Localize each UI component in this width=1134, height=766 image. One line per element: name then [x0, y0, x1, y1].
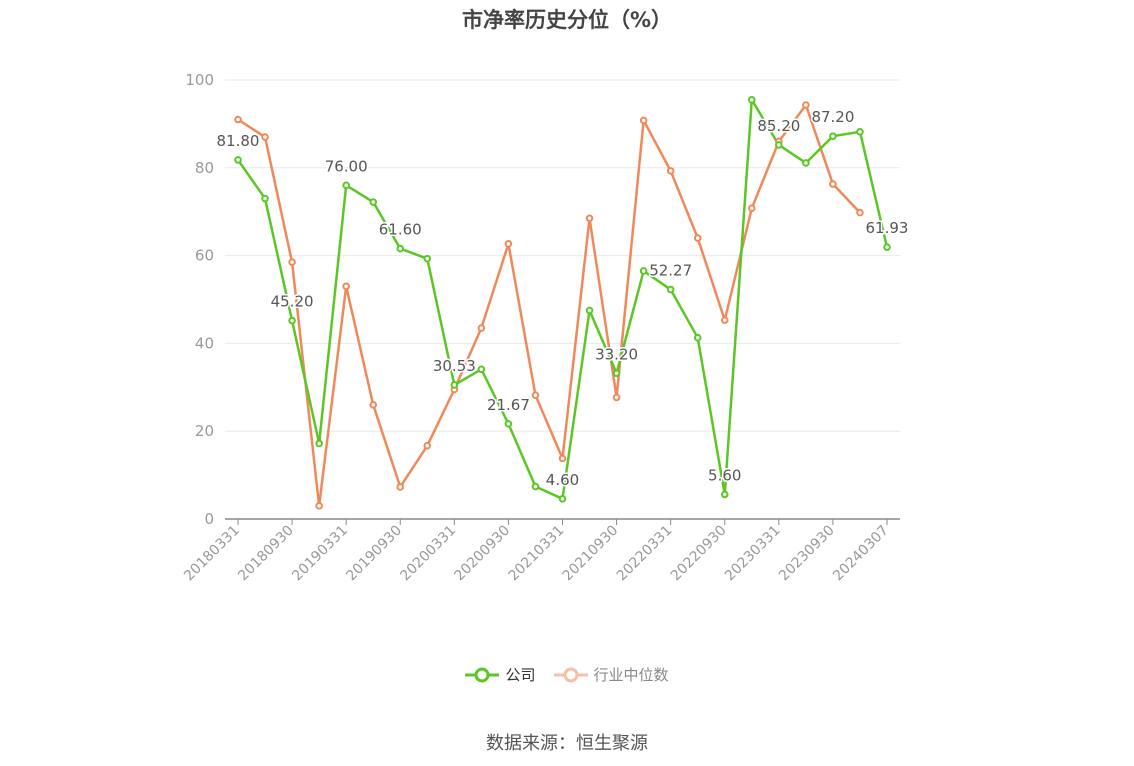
data-label: 85.20 [757, 117, 800, 135]
data-point[interactable] [450, 381, 459, 389]
data-point[interactable] [558, 495, 567, 503]
data-point[interactable] [856, 128, 864, 136]
data-point[interactable] [829, 180, 837, 188]
legend: 公司 行业中位数 [0, 664, 1134, 685]
y-tick-label: 20 [195, 422, 214, 440]
data-point[interactable] [396, 244, 405, 253]
data-point[interactable] [396, 483, 405, 491]
y-tick-label: 40 [195, 334, 214, 352]
data-point[interactable] [747, 204, 756, 212]
data-point[interactable] [829, 132, 837, 140]
data-label: 30.53 [433, 357, 476, 375]
data-label: 45.20 [271, 293, 314, 311]
data-point[interactable] [883, 243, 891, 251]
x-tick-label: 20180930 [235, 523, 297, 585]
data-point[interactable] [504, 239, 513, 248]
data-point[interactable] [531, 391, 540, 400]
legend-line-marker-icon [465, 667, 500, 682]
data-label: 4.60 [546, 471, 579, 489]
x-tick-label: 20220930 [668, 523, 730, 585]
data-point[interactable] [612, 393, 621, 402]
data-label: 21.67 [487, 396, 530, 414]
data-point[interactable] [477, 365, 486, 374]
legend-item-industry-median[interactable]: 行业中位数 [553, 664, 669, 685]
grid-lines [225, 79, 900, 432]
data-point[interactable] [693, 234, 702, 242]
x-tick-label: 20230331 [722, 523, 784, 585]
legend-line-marker-icon [553, 667, 588, 682]
data-point[interactable] [585, 306, 594, 315]
data-point[interactable] [856, 208, 864, 217]
y-tick-label: 80 [195, 159, 214, 177]
axes: 0 20 40 60 80 100 2018033120180930201903312019… [181, 71, 900, 584]
x-tick-label: 20210331 [506, 523, 568, 585]
x-tick-label: 20200930 [452, 523, 514, 585]
data-point[interactable] [720, 490, 729, 499]
legend-item-company[interactable]: 公司 [465, 664, 536, 685]
x-tick-label: 20240307 [830, 523, 892, 585]
data-point[interactable] [288, 316, 296, 325]
data-point[interactable] [342, 181, 350, 190]
data-point[interactable] [531, 482, 540, 491]
y-tick-label: 100 [185, 71, 214, 89]
data-point[interactable] [693, 333, 702, 342]
legend-label: 行业中位数 [593, 666, 669, 684]
data-point[interactable] [504, 420, 513, 428]
data-point[interactable] [342, 282, 350, 291]
data-label: 52.27 [649, 262, 692, 280]
data-point[interactable] [666, 167, 675, 175]
data-label: 33.20 [595, 345, 638, 363]
data-points [234, 95, 891, 510]
x-tick-label: 20210930 [560, 523, 622, 585]
data-point[interactable] [423, 254, 432, 263]
data-label: 76.00 [325, 157, 368, 175]
data-point[interactable] [720, 316, 729, 324]
data-label: 5.60 [708, 466, 741, 484]
data-point[interactable] [802, 101, 810, 109]
data-point[interactable] [747, 95, 756, 104]
data-label: 87.20 [811, 108, 854, 126]
x-tick-label: 20230930 [776, 523, 838, 585]
chart-title: 市净率历史分位（%） [461, 8, 673, 32]
data-point[interactable] [369, 198, 378, 206]
data-point[interactable] [666, 285, 675, 294]
x-tick-label: 20220331 [614, 523, 676, 585]
data-point[interactable] [369, 401, 378, 409]
x-tick-label: 20200331 [397, 523, 459, 585]
x-tick-label: 20190930 [343, 523, 405, 585]
data-point[interactable] [639, 267, 648, 275]
data-point[interactable] [423, 441, 432, 450]
data-label: 81.80 [217, 132, 260, 150]
data-point[interactable] [288, 258, 296, 266]
data-point[interactable] [234, 115, 242, 124]
data-point[interactable] [585, 214, 594, 223]
data-point[interactable] [261, 194, 269, 203]
data-point[interactable] [315, 439, 323, 448]
x-tick-label: 20180331 [181, 523, 243, 585]
y-tick-label: 0 [204, 510, 214, 528]
x-tick-label: 20190331 [289, 523, 351, 585]
data-label: 61.60 [379, 221, 422, 239]
data-point[interactable] [234, 156, 242, 164]
data-point[interactable] [639, 116, 648, 125]
data-point[interactable] [802, 159, 810, 167]
data-point[interactable] [612, 369, 621, 378]
source-note: 数据来源：恒生聚源 [486, 733, 648, 754]
y-tick-label: 60 [195, 247, 214, 265]
legend-label: 公司 [505, 666, 536, 684]
data-point[interactable] [775, 141, 783, 149]
data-label: 61.93 [866, 219, 909, 237]
series-line-industry-median [237, 103, 861, 508]
data-point[interactable] [558, 454, 567, 463]
data-point[interactable] [477, 324, 486, 332]
data-point[interactable] [261, 133, 269, 141]
data-labels: 81.80 45.20 76.00 61.60 30.53 21.67 4.60 33.20 5… [215, 107, 910, 491]
line-chart: 0 20 40 60 80 100 2018033120180930201903312019… [181, 71, 910, 584]
data-point[interactable] [315, 502, 323, 510]
